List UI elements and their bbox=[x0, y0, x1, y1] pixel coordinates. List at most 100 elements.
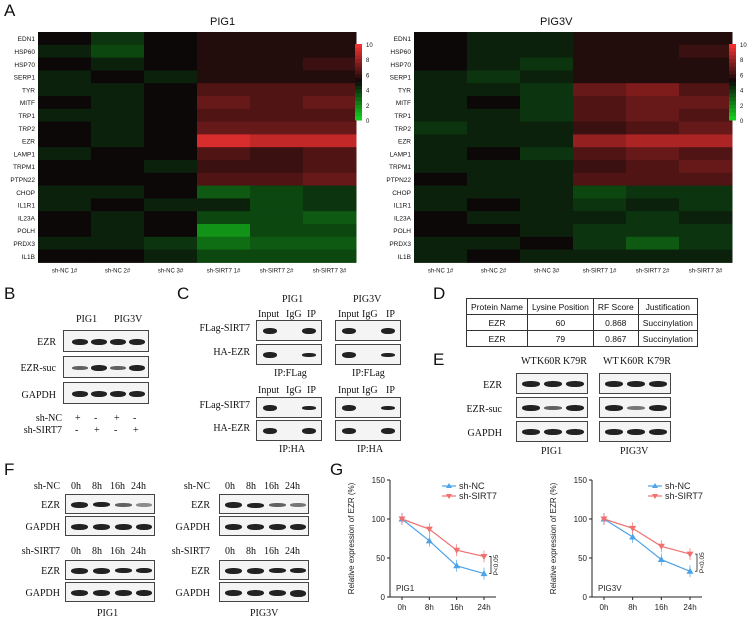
heatmap-cell bbox=[414, 70, 468, 84]
heatmap-cell bbox=[303, 121, 357, 135]
c-lane-input: Input bbox=[258, 385, 280, 396]
heatmap-cell bbox=[679, 108, 733, 123]
f-time: 24h bbox=[131, 481, 146, 492]
heatmap-col-label: sh-NC 3# bbox=[158, 268, 184, 274]
f-row-gapdh: GAPDH bbox=[175, 522, 210, 533]
colorbar-segment bbox=[729, 47, 736, 53]
heatmap-cell bbox=[144, 121, 198, 135]
heatmap-cell bbox=[144, 198, 198, 212]
heatmap-row-label: TRP2 bbox=[18, 126, 35, 133]
c-row-ha-ezr: HA-EZR bbox=[213, 423, 250, 434]
heatmap-row-label: EDN1 bbox=[18, 36, 36, 43]
significance-label: P<0.05 bbox=[699, 552, 706, 573]
heatmap-row-label: HSP60 bbox=[14, 49, 35, 56]
heatmap-cell bbox=[303, 32, 357, 46]
heatmap-cell bbox=[303, 134, 357, 148]
heatmap-row-label: IL1B bbox=[22, 254, 35, 261]
heatmap-cell bbox=[144, 147, 198, 161]
heatmap-cell bbox=[414, 172, 468, 187]
f-blot bbox=[65, 560, 155, 580]
heatmap-cell bbox=[38, 121, 92, 135]
data-point bbox=[480, 570, 488, 577]
heatmap-cell bbox=[144, 70, 198, 84]
heatmap-row-label: SERP1 bbox=[14, 75, 36, 82]
significance-bracket bbox=[695, 553, 698, 572]
table-cell: Succinylation bbox=[637, 330, 698, 347]
b-row-gapdh: GAPDH bbox=[21, 390, 56, 401]
colorbar-segment bbox=[355, 97, 362, 102]
heatmap-cell bbox=[626, 185, 680, 199]
heatmap-cell bbox=[414, 121, 468, 135]
heatmap-cell bbox=[573, 185, 627, 199]
heatmap-cell bbox=[250, 83, 304, 97]
c-ip-flag: IP:FLag bbox=[352, 368, 385, 379]
heatmap-title-pig1: PIG1 bbox=[210, 16, 236, 28]
heatmap-cell bbox=[414, 57, 468, 71]
colorbar-segment bbox=[729, 93, 736, 98]
f-cell-pig1: PIG1 bbox=[97, 608, 119, 619]
heatmap-cell bbox=[38, 185, 92, 199]
data-point bbox=[657, 543, 665, 550]
colorbar-segment bbox=[355, 51, 362, 56]
f-row-ezr: EZR bbox=[191, 566, 210, 577]
table-cell: 0.867 bbox=[592, 330, 639, 347]
heatmap-cell bbox=[679, 32, 733, 46]
heatmap-cell bbox=[91, 185, 145, 199]
heatmap-cell bbox=[38, 83, 92, 97]
colorbar-segment bbox=[355, 104, 362, 110]
heatmap-cell bbox=[38, 134, 92, 148]
heatmap-cell bbox=[520, 83, 574, 97]
heatmap-cell bbox=[303, 236, 357, 251]
heatmap-cell bbox=[250, 211, 304, 225]
heatmap-cell bbox=[467, 134, 521, 148]
legend-label: sh-NC bbox=[459, 481, 485, 491]
heatmap-cell bbox=[38, 70, 92, 84]
f-blot bbox=[219, 582, 309, 602]
heatmap-cell bbox=[250, 249, 304, 263]
heatmap-cell bbox=[467, 32, 521, 46]
f-row-gapdh: GAPDH bbox=[25, 588, 60, 599]
heatmap-cell bbox=[573, 198, 627, 212]
colorbar-segment bbox=[355, 44, 362, 49]
heatmap-cell bbox=[144, 83, 198, 97]
heatmap-cell bbox=[520, 249, 574, 263]
legend-label: sh-SIRT7 bbox=[459, 491, 497, 501]
data-point bbox=[600, 516, 608, 523]
heatmap-cell bbox=[414, 198, 468, 212]
colorbar-segment bbox=[355, 63, 362, 68]
f-time: 16h bbox=[264, 546, 279, 557]
data-point bbox=[453, 547, 461, 554]
heatmap-cell bbox=[679, 172, 733, 187]
e-row-ezr: EZR bbox=[483, 380, 502, 391]
e-blot bbox=[516, 397, 588, 418]
c-lane-ip: IP bbox=[386, 385, 395, 396]
e-blot bbox=[516, 373, 588, 394]
heatmap-cell bbox=[250, 172, 304, 187]
y-tick-label: 0 bbox=[583, 593, 588, 602]
heatmap-cell bbox=[467, 70, 521, 84]
heatmap-cell bbox=[679, 249, 733, 263]
heatmap-cell bbox=[38, 108, 92, 123]
heatmap-cell bbox=[197, 108, 251, 123]
colorbar-segment bbox=[729, 108, 736, 113]
heatmap-cell bbox=[467, 44, 521, 59]
heatmap-cell bbox=[144, 32, 198, 46]
heatmap-cell bbox=[626, 249, 680, 263]
x-tick-label: 8h bbox=[425, 603, 434, 612]
heatmap-pig3v: EDN1 HSP60 HSP70 SERP1 TYR MITF TRP1 TRP2 EZR LAM… bbox=[386, 32, 747, 274]
heatmap-row-label: TRP1 bbox=[394, 113, 411, 120]
heatmap-cell bbox=[679, 134, 733, 148]
f-blot bbox=[219, 494, 309, 514]
heatmap-row-label: TRPM1 bbox=[389, 164, 411, 171]
heatmap-row-label: TYR bbox=[22, 87, 35, 94]
heatmap-row-label: PTPN22 bbox=[386, 177, 411, 184]
heatmap-cell bbox=[573, 121, 627, 135]
heatmap-cell bbox=[38, 57, 92, 71]
heatmap-cell bbox=[626, 44, 680, 59]
table-cell: 79 bbox=[526, 330, 594, 347]
heatmap-cell bbox=[197, 121, 251, 135]
colorbar-segment bbox=[355, 101, 362, 106]
c-ip-ha: IP:HA bbox=[357, 444, 384, 455]
heatmap-cell bbox=[573, 32, 627, 46]
heatmap-cell bbox=[197, 211, 251, 225]
